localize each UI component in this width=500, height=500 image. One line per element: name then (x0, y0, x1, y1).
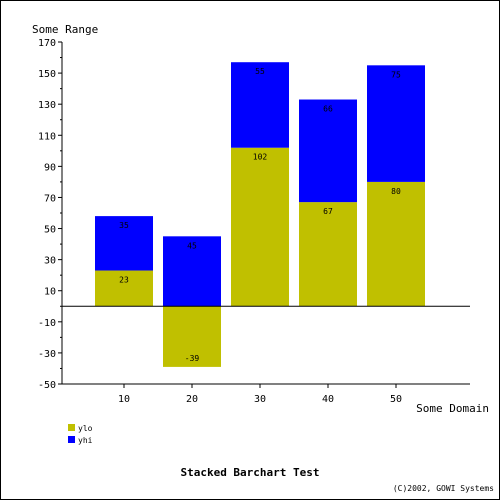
legend-swatch-yhi (68, 436, 75, 443)
y-axis-label: Some Range (32, 23, 98, 36)
data-label-ylo-40: 67 (323, 207, 333, 216)
legend: ylo yhi (68, 424, 93, 445)
legend-label-ylo: ylo (78, 424, 93, 433)
y-tick-label: 150 (38, 69, 56, 80)
x-ticks: 10 20 30 40 50 (118, 384, 402, 405)
y-tick-label: 10 (44, 287, 56, 298)
y-tick-label: 70 (44, 193, 56, 204)
y-tick-label: 50 (44, 225, 56, 236)
y-tick-label: 170 (38, 38, 56, 49)
y-tick-label: 90 (44, 162, 56, 173)
legend-swatch-ylo (68, 424, 75, 431)
x-tick-label: 50 (390, 394, 402, 405)
y-ticks: -50 -30 -10 10 30 50 70 90 110 130 150 170 (38, 38, 62, 391)
data-label-ylo-30: 102 (253, 153, 268, 162)
bar-ylo-40 (299, 202, 357, 307)
bar-yhi-50 (367, 65, 425, 182)
bars (95, 62, 425, 367)
y-tick-label: -10 (38, 318, 56, 329)
data-label-yhi-20: 45 (187, 241, 197, 250)
data-labels: 23 35 -39 45 102 55 67 66 80 75 (119, 67, 401, 363)
bar-yhi-30 (231, 62, 289, 148)
y-tick-label: 130 (38, 100, 56, 111)
bar-ylo-20 (163, 306, 221, 367)
x-tick-label: 30 (254, 394, 266, 405)
x-tick-label: 10 (118, 394, 130, 405)
x-tick-label: 40 (322, 394, 334, 405)
chart-title: Stacked Barchart Test (180, 466, 319, 479)
data-label-ylo-20: -39 (185, 354, 200, 363)
y-tick-label: 110 (38, 131, 56, 142)
credit-text: (C)2002, GOWI Systems (393, 484, 494, 493)
y-tick-label: -50 (38, 380, 56, 391)
x-axis-label: Some Domain (416, 402, 489, 415)
data-label-yhi-40: 66 (323, 105, 333, 114)
data-label-yhi-10: 35 (119, 221, 129, 230)
bar-ylo-50 (367, 181, 425, 307)
bar-yhi-10 (95, 216, 153, 271)
data-label-ylo-50: 80 (391, 187, 401, 196)
x-tick-label: 20 (186, 394, 198, 405)
bar-ylo-10 (95, 270, 153, 307)
y-tick-label: -30 (38, 349, 56, 360)
legend-label-yhi: yhi (78, 436, 93, 445)
y-tick-label: 30 (44, 256, 56, 267)
bar-ylo-30 (231, 147, 289, 307)
data-label-yhi-30: 55 (255, 67, 265, 76)
bar-yhi-20 (163, 236, 221, 307)
data-label-yhi-50: 75 (391, 70, 401, 79)
data-label-ylo-10: 23 (119, 276, 129, 285)
bar-yhi-40 (299, 99, 357, 203)
